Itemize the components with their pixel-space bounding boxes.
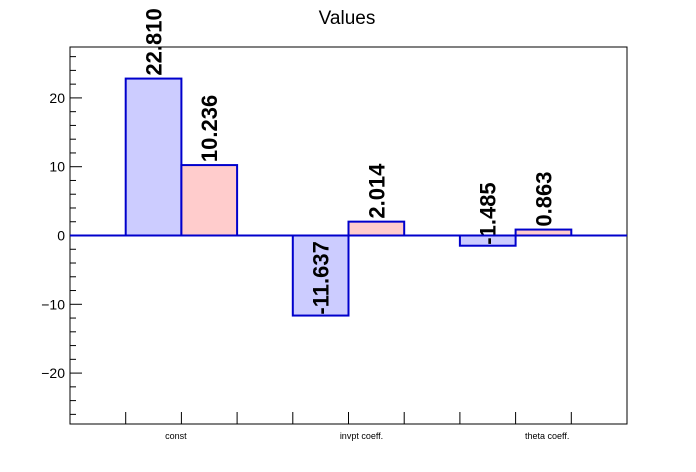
bar-value-label: -11.637 [309,241,334,314]
bar-value-label: 0.863 [531,172,556,227]
y-tick-label: 10 [49,159,65,175]
bar [291,234,350,317]
bar-value-label: 2.014 [364,163,389,219]
bar [347,220,406,237]
bar [180,164,239,237]
x-category-label: theta coeff. [525,431,569,441]
bar-value-label: -1.485 [476,182,501,244]
bar-value-label: 10.236 [197,95,222,162]
bar [124,77,183,237]
plot-area: −20 −10 0 10 20 const 22.810 10.236 invpt coeff.… [41,8,628,441]
y-tick-label: −10 [41,296,65,312]
y-tick-label: 0 [57,228,65,244]
chart-title: Values [319,8,376,29]
x-category-label: const [165,431,187,441]
y-tick-label: −20 [41,365,65,381]
x-category-label: invpt coeff. [340,431,383,441]
bar-value-label: 22.810 [142,8,167,75]
y-tick-label: 20 [49,90,65,106]
